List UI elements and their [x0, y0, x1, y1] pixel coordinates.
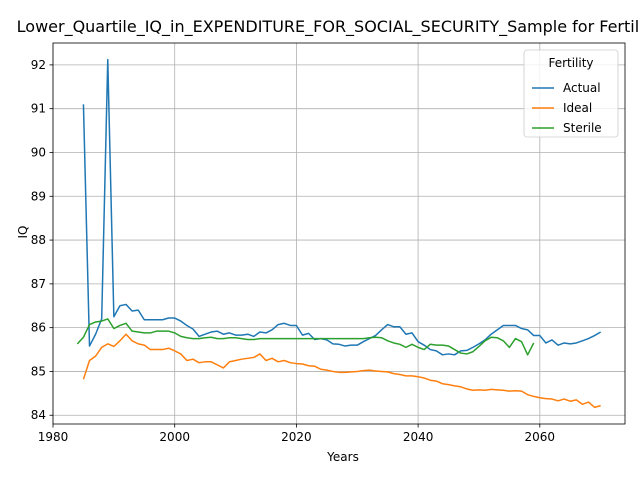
series-lines	[76, 58, 602, 409]
chart-title: Lower_Quartile_IQ_in_EXPENDITURE_FOR_SOC…	[17, 17, 640, 37]
x-axis-label: Years	[326, 450, 359, 464]
x-tick-label: 2040	[403, 430, 434, 444]
y-tick-label: 88	[31, 233, 46, 247]
legend-label-ideal: Ideal	[563, 101, 592, 115]
x-tick-label: 2000	[159, 430, 190, 444]
x-axis-ticks: 1980 2000 2020 2040 2060	[38, 424, 555, 444]
y-tick-label: 91	[31, 102, 46, 116]
legend-label-actual: Actual	[563, 81, 601, 95]
y-tick-label: 90	[31, 145, 46, 159]
y-axis-ticks: 84 85 86 87 88 89 90 91 92	[31, 58, 53, 422]
legend-label-sterile: Sterile	[563, 121, 602, 135]
legend-title: Fertility	[548, 56, 593, 70]
y-tick-label: 92	[31, 58, 46, 72]
series-line-ideal	[82, 333, 601, 409]
y-tick-label: 87	[31, 277, 46, 291]
y-tick-label: 89	[31, 189, 46, 203]
y-tick-label: 85	[31, 364, 46, 378]
legend: Fertility Actual Ideal Sterile	[523, 49, 619, 138]
x-tick-label: 1980	[38, 430, 69, 444]
series-line-actual	[82, 58, 602, 356]
y-tick-label: 86	[31, 321, 46, 335]
axes-frame	[52, 42, 626, 425]
y-axis-label: IQ	[16, 226, 30, 239]
x-tick-label: 2020	[281, 430, 312, 444]
y-tick-label: 84	[31, 408, 46, 422]
series-line-sterile	[76, 318, 535, 356]
legend-box	[523, 49, 619, 138]
x-tick-label: 2060	[525, 430, 556, 444]
